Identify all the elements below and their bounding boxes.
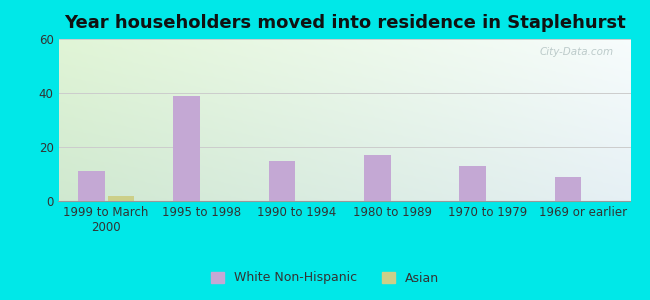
Bar <box>174 96 200 201</box>
Bar <box>555 177 582 201</box>
Legend: White Non-Hispanic, Asian: White Non-Hispanic, Asian <box>205 265 445 291</box>
Bar <box>269 160 296 201</box>
Bar <box>460 166 486 201</box>
Bar <box>78 171 105 201</box>
Bar <box>107 196 134 201</box>
Bar <box>364 155 391 201</box>
Text: City-Data.com: City-Data.com <box>540 47 614 57</box>
Title: Year householders moved into residence in Staplehurst: Year householders moved into residence i… <box>64 14 625 32</box>
